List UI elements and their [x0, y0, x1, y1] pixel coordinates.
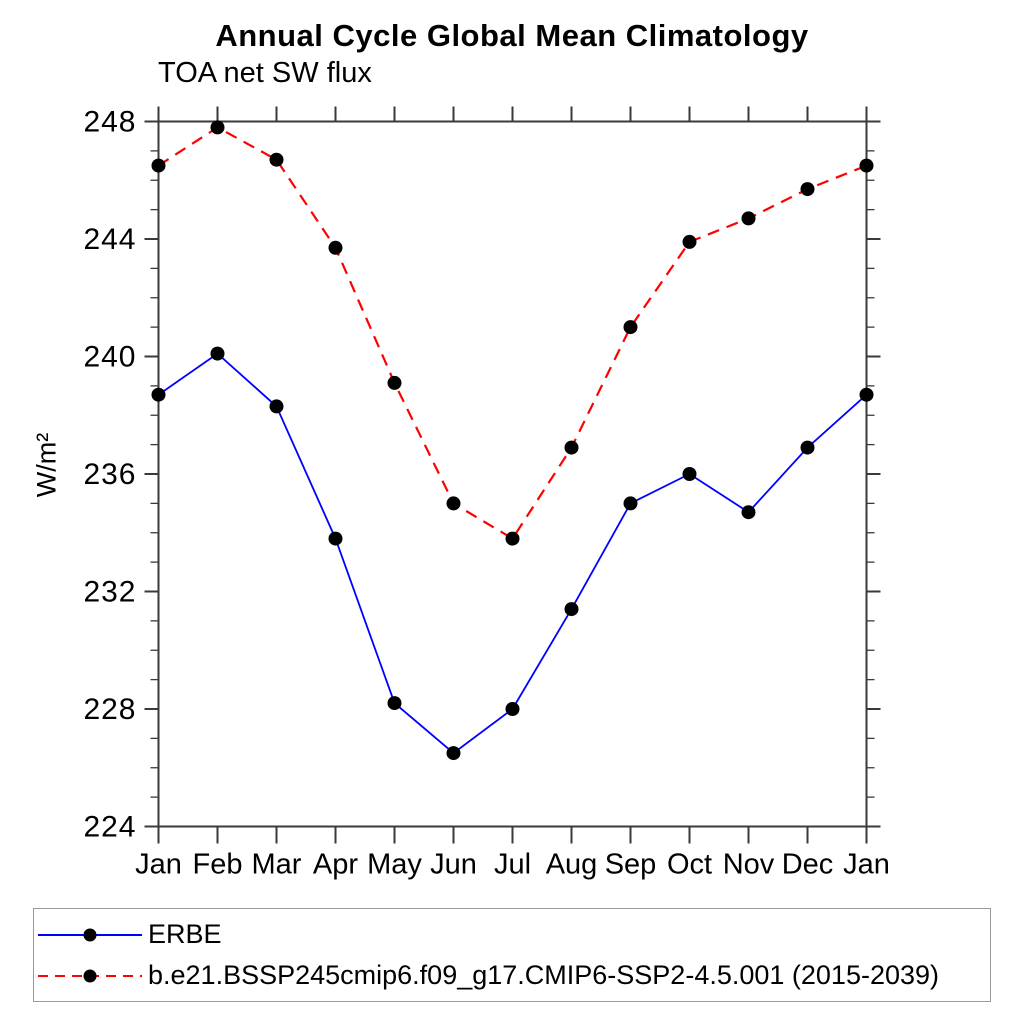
- data-point-marker: [682, 467, 697, 481]
- legend-line-sample: [38, 928, 142, 941]
- data-point-marker: [387, 696, 402, 711]
- data-point-marker: [269, 399, 284, 414]
- x-axis-tick-label: Jan: [843, 849, 890, 881]
- data-point-marker: [505, 531, 520, 546]
- data-point-marker: [800, 182, 815, 197]
- legend-sample-marker: [83, 969, 97, 982]
- data-point-marker: [859, 158, 874, 173]
- data-point-marker: [387, 375, 402, 390]
- x-axis-tick-label: Jun: [430, 849, 477, 881]
- y-axis-tick-label: 240: [83, 341, 136, 374]
- data-point-marker: [741, 505, 756, 520]
- data-point-marker: [210, 120, 225, 135]
- data-point-marker: [623, 496, 638, 511]
- x-axis-tick-label: Jul: [494, 849, 531, 881]
- x-axis-tick-label: Aug: [546, 849, 598, 881]
- data-point-marker: [623, 320, 638, 335]
- y-axis-tick-label: 244: [83, 223, 136, 256]
- series-line-1: [157, 352, 868, 755]
- legend-label: b.e21.BSSP245cmip6.f09_g17.CMIP6-SSP2-4.…: [148, 960, 940, 990]
- x-axis-tick-label: Apr: [313, 849, 358, 881]
- data-point-marker: [446, 496, 461, 511]
- legend-entry: ERBE: [38, 919, 990, 950]
- chart-title: Annual Cycle Global Mean Climatology: [215, 18, 809, 53]
- x-axis-tick-label: Jan: [135, 849, 182, 881]
- y-axis-tick-label: 248: [83, 106, 136, 139]
- x-axis-tick-label: Feb: [193, 849, 243, 881]
- x-axis-tick-label: Mar: [252, 849, 302, 881]
- data-point-marker: [859, 387, 874, 402]
- data-point-marker: [800, 440, 815, 455]
- data-point-marker: [564, 440, 579, 455]
- data-point-marker: [682, 234, 697, 249]
- x-axis-tick-label: May: [367, 849, 422, 881]
- data-point-marker: [741, 211, 756, 226]
- legend-label: ERBE: [148, 919, 222, 949]
- legend-line-sample: [38, 969, 142, 982]
- data-point-marker: [151, 387, 166, 402]
- data-point-marker: [210, 346, 225, 361]
- legend-entry: b.e21.BSSP245cmip6.f09_g17.CMIP6-SSP2-4.…: [38, 960, 990, 991]
- data-point-marker: [446, 746, 461, 761]
- x-axis-tick-label: Oct: [667, 849, 712, 881]
- chart-subtitle: TOA net SW flux: [158, 57, 372, 89]
- series-line-2: [157, 126, 867, 541]
- data-point-marker: [328, 240, 343, 255]
- data-point-marker: [564, 602, 579, 617]
- plot-frame: [157, 120, 868, 828]
- data-point-marker: [505, 702, 520, 716]
- x-axis-tick-label: Dec: [782, 849, 834, 881]
- y-axis-tick-label: 232: [83, 576, 136, 609]
- legend-box: ERBE b.e21.BSSP245cmip6.f09_g17.CMIP6-SS…: [33, 908, 991, 1002]
- y-axis-tick-label: 236: [83, 458, 136, 491]
- y-axis-tick-label: 224: [83, 811, 136, 844]
- x-axis-tick-label: Nov: [723, 849, 775, 881]
- x-axis-tick-label: Sep: [605, 849, 657, 881]
- data-point-marker: [151, 158, 166, 173]
- y-axis-tick-label: 228: [83, 693, 136, 726]
- legend-sample-marker: [83, 928, 97, 941]
- data-point-marker: [328, 531, 343, 546]
- data-point-marker: [269, 152, 284, 167]
